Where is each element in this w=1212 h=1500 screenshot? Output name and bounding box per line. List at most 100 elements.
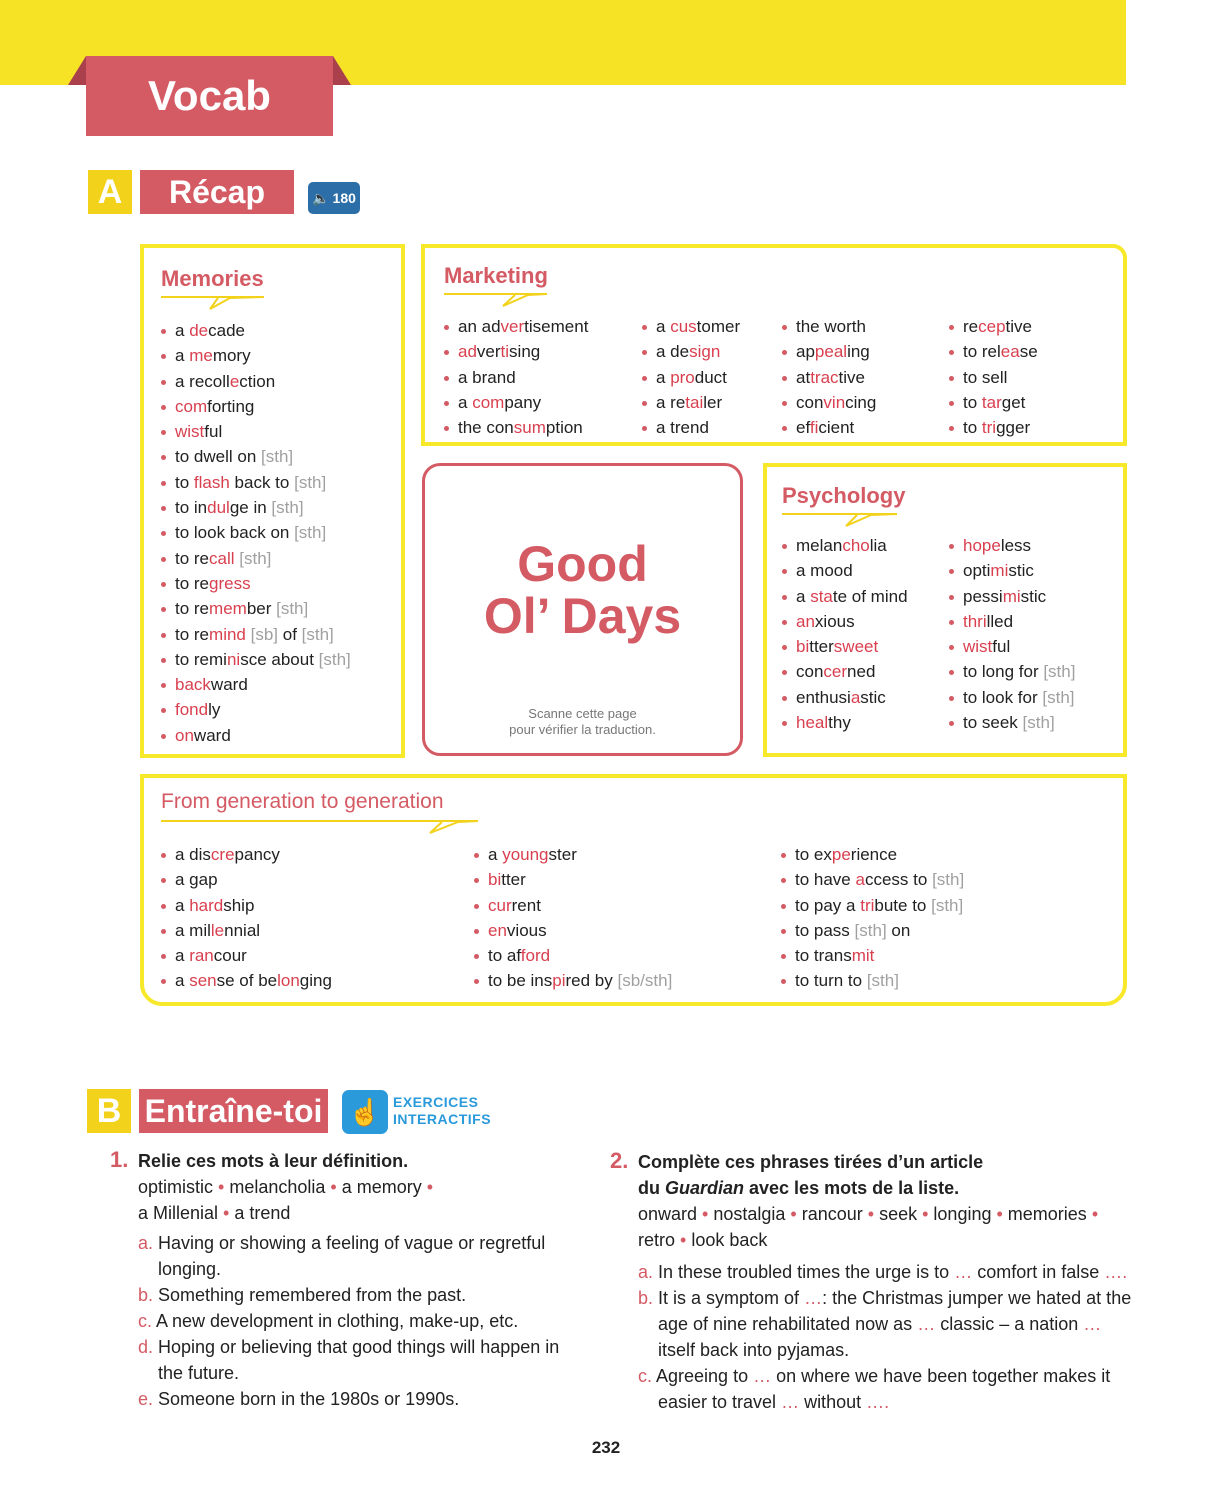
word-text: to sell bbox=[963, 367, 1008, 387]
word-text: stic bbox=[860, 687, 886, 707]
marketing-list-col1: an advertisement advertising a brand a comp… bbox=[444, 314, 588, 440]
item-text: A new development in clothing, make-up, … bbox=[156, 1311, 519, 1331]
vocab-item: bitter bbox=[474, 867, 672, 892]
word-text: ward bbox=[193, 725, 231, 745]
interactive-exercises-link[interactable]: EXERCICES INTERACTIFS bbox=[393, 1094, 491, 1128]
scan-note-line2: pour vérifier la traduction. bbox=[509, 722, 656, 737]
word-text: rent bbox=[511, 895, 541, 915]
bullet-separator: • bbox=[697, 1204, 714, 1224]
exercise-item: b. Something remembered from the past. bbox=[138, 1282, 578, 1308]
word-text: to af bbox=[488, 946, 521, 966]
grammar-placeholder: [sth] bbox=[932, 870, 965, 890]
stressed-syllable: a bbox=[855, 870, 865, 890]
theme-title-line2: Ol’ Days bbox=[483, 588, 682, 644]
word-text: forting bbox=[207, 396, 255, 416]
vocab-item: a rancour bbox=[161, 943, 332, 968]
blank-gap: … bbox=[954, 1262, 973, 1282]
stressed-syllable: pi bbox=[552, 971, 566, 991]
stressed-syllable: back bbox=[175, 675, 211, 695]
word-text: a trend bbox=[656, 418, 709, 438]
word-text: to trans bbox=[795, 946, 852, 966]
word-text: ver bbox=[476, 342, 501, 362]
stressed-syllable: ti bbox=[500, 342, 510, 362]
word-text: a bbox=[175, 946, 190, 966]
stressed-syllable: heal bbox=[796, 713, 829, 733]
grammar-placeholder: [sth] bbox=[276, 599, 309, 619]
item-letter: c. bbox=[138, 1311, 157, 1331]
stressed-syllable: a bbox=[850, 687, 861, 707]
theme-title: Good Ol’ Days bbox=[425, 538, 740, 642]
word-text: a bbox=[656, 317, 671, 336]
vocab-item: an advertisement bbox=[444, 314, 588, 339]
word-text: a recoll bbox=[175, 371, 230, 391]
instruction-text: Complète ces phrases tirées d’un article bbox=[638, 1152, 984, 1172]
grammar-placeholder: [sb/sth] bbox=[617, 971, 673, 991]
bullet-separator: • bbox=[917, 1204, 934, 1224]
word-text: a bbox=[175, 895, 190, 915]
word-text: to in bbox=[175, 498, 208, 518]
word-text: to have bbox=[795, 870, 856, 890]
word-text: to turn to bbox=[795, 971, 867, 991]
vocab-item: a brand bbox=[444, 365, 588, 390]
word-text: to re bbox=[175, 599, 210, 619]
word-text: tive bbox=[838, 367, 865, 387]
vocab-item: comforting bbox=[161, 394, 351, 419]
psychology-list-col1: melancholia a mood a state of mind anxious b… bbox=[782, 533, 908, 735]
stressed-syllable: cus bbox=[670, 317, 697, 336]
marketing-title: Marketing bbox=[444, 263, 548, 288]
vocab-item: a decade bbox=[161, 318, 351, 343]
page-title: Vocab bbox=[86, 56, 333, 136]
vocab-item: a design bbox=[642, 339, 740, 364]
memories-title: Memories bbox=[161, 266, 264, 291]
grammar-placeholder: [sb] bbox=[250, 624, 279, 644]
ribbon-fold-left bbox=[68, 56, 86, 85]
exercise-1-word-list: a Millenial • a trend bbox=[138, 1200, 578, 1226]
interactive-exercises-button[interactable]: ☝ bbox=[342, 1090, 388, 1134]
stressed-syllable: cer bbox=[823, 662, 848, 682]
instruction-text: du bbox=[638, 1178, 665, 1198]
word-text: enthusi bbox=[796, 687, 851, 707]
generation-list-col1: a discrepancy a gap a hardship a millennial… bbox=[161, 842, 332, 994]
bullet-separator: • bbox=[421, 1177, 434, 1197]
psychology-list-col2: hopeless optimistic pessimistic thrilled wis… bbox=[949, 533, 1075, 735]
word-text: a brand bbox=[458, 367, 516, 387]
stressed-syllable: fi bbox=[809, 418, 819, 438]
exercise-2-items: a. In these troubled times the urge is t… bbox=[638, 1259, 1133, 1415]
vocab-item: bittersweet bbox=[782, 634, 908, 659]
word-text: con bbox=[796, 662, 824, 682]
word-option: memories bbox=[1007, 1204, 1087, 1224]
stressed-syllable: flash bbox=[193, 472, 230, 492]
vocab-item: a mood bbox=[782, 558, 908, 583]
vocab-item: to turn to [sth] bbox=[781, 968, 964, 993]
word-text: of bbox=[278, 624, 302, 644]
word-text: mory bbox=[212, 346, 251, 366]
vocab-item: to pass [sth] on bbox=[781, 918, 964, 943]
item-text: Having or showing a feeling of vague or … bbox=[158, 1233, 546, 1279]
vocab-item: to sell bbox=[949, 365, 1038, 390]
audio-button[interactable]: 🔈 180 bbox=[308, 182, 360, 214]
exercise-item: c. Agreeing to … on where we have been t… bbox=[638, 1363, 1133, 1415]
exercise-2-number: 2. bbox=[610, 1148, 629, 1173]
blank-gap: …. bbox=[866, 1392, 890, 1412]
stressed-syllable: ran bbox=[189, 946, 214, 966]
interactive-label-2: INTERACTIFS bbox=[393, 1111, 492, 1127]
stressed-syllable: fond bbox=[175, 700, 209, 720]
instruction-source: Guardian bbox=[665, 1178, 745, 1198]
bullet-separator: • bbox=[991, 1204, 1008, 1224]
theme-title-line1: Good bbox=[517, 536, 648, 592]
stressed-syllable: ver bbox=[500, 317, 525, 336]
item-text: It is a symptom of bbox=[658, 1288, 805, 1308]
vocab-item: a hardship bbox=[161, 893, 332, 918]
vocab-item: to pay a tribute to [sth] bbox=[781, 893, 964, 918]
stressed-syllable: pe bbox=[831, 845, 851, 864]
word-text: te of mind bbox=[832, 586, 908, 606]
word-text: to bbox=[963, 392, 982, 412]
word-text: melan bbox=[796, 536, 843, 555]
vocab-item: envious bbox=[474, 918, 672, 943]
word-text: cing bbox=[845, 392, 877, 412]
theme-card[interactable]: Good Ol’ Days Scanne cette page pour vér… bbox=[422, 463, 743, 756]
word-text: less bbox=[1000, 536, 1032, 555]
generation-box: From generation to generation a discrepa… bbox=[140, 774, 1127, 1006]
vocab-item: pessimistic bbox=[949, 584, 1075, 609]
word-text: the con bbox=[458, 418, 514, 438]
